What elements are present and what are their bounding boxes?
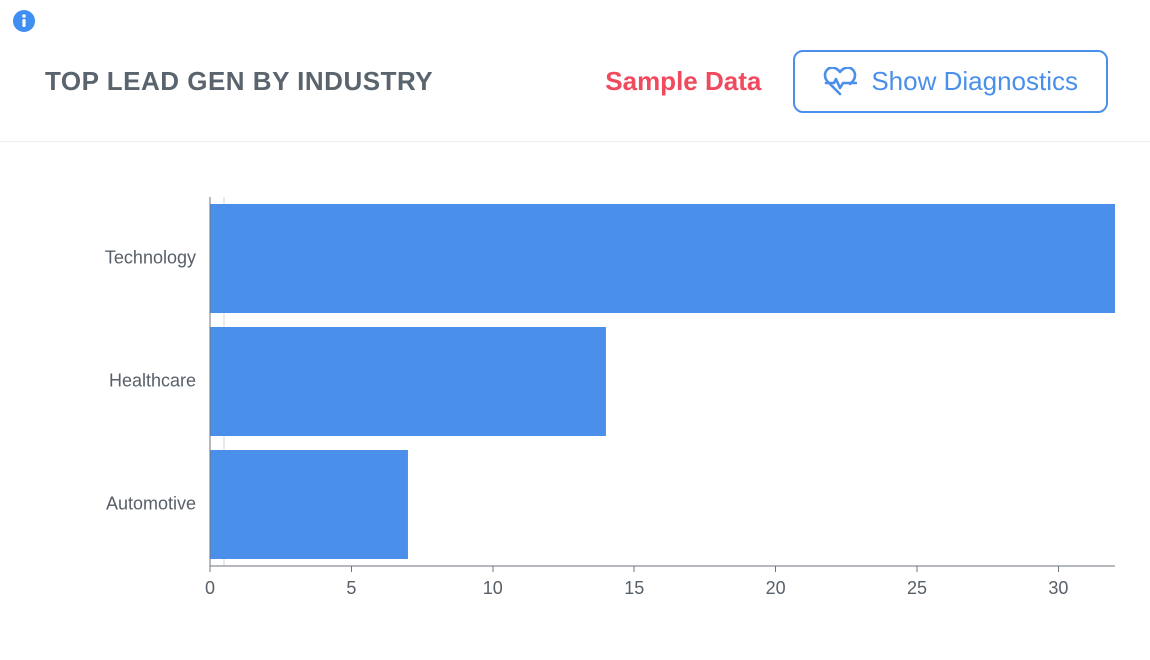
chart-container: Technology Healthcare Automotive 0 5 10 15 20 25…: [0, 142, 1150, 644]
heartbeat-icon: [823, 67, 857, 97]
bar: [210, 450, 408, 559]
x-tick-label: 20: [766, 578, 786, 598]
x-tick-label: 10: [483, 578, 503, 598]
card-title: TOP LEAD GEN BY INDUSTRY: [45, 66, 433, 97]
category-label: Technology: [105, 247, 196, 267]
lead-gen-bar-chart: Technology Healthcare Automotive 0 5 10 15 20 25…: [30, 187, 1120, 614]
category-label: Healthcare: [109, 370, 196, 390]
bar: [210, 327, 606, 436]
sample-data-badge: Sample Data: [605, 66, 761, 97]
x-tick-label: 25: [907, 578, 927, 598]
x-tick-label: 0: [205, 578, 215, 598]
category-label: Automotive: [106, 493, 196, 513]
x-tick-label: 5: [346, 578, 356, 598]
diagnostics-button-label: Show Diagnostics: [871, 66, 1078, 97]
x-tick-label: 15: [624, 578, 644, 598]
show-diagnostics-button[interactable]: Show Diagnostics: [793, 50, 1108, 113]
info-icon[interactable]: [10, 7, 38, 35]
bar: [210, 204, 1115, 313]
card-header: TOP LEAD GEN BY INDUSTRY Sample Data Sho…: [0, 0, 1150, 142]
x-tick-label: 30: [1048, 578, 1068, 598]
